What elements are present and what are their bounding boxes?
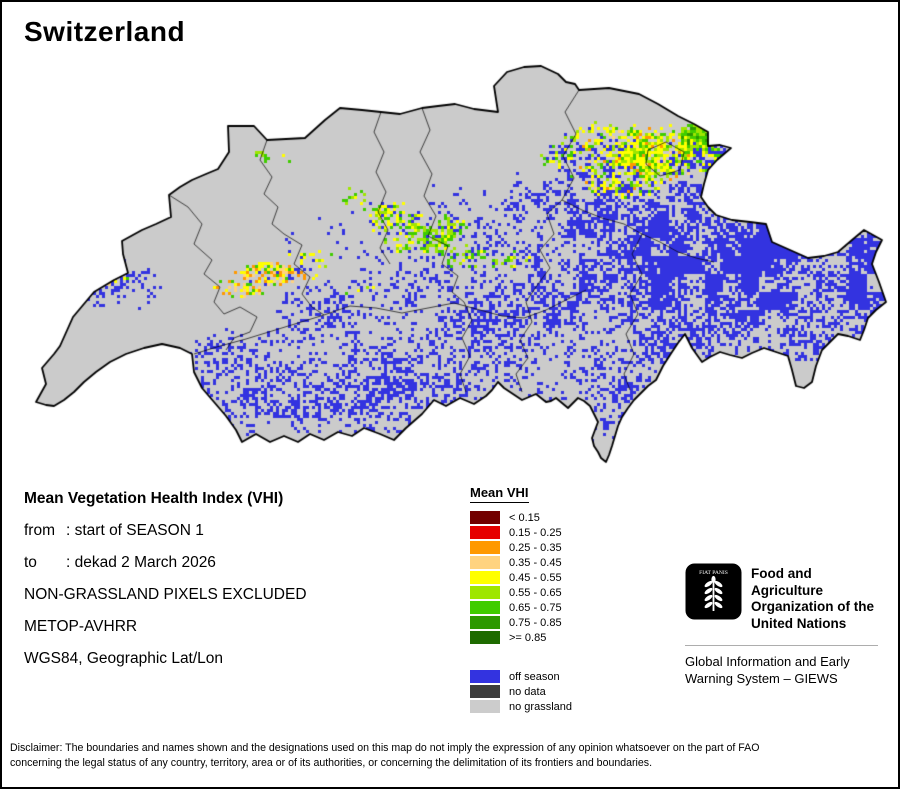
- legend-row: no data: [470, 685, 572, 698]
- giews-caption: Global Information and Early Warning Syst…: [685, 653, 878, 687]
- legend-row: >= 0.85: [470, 631, 572, 644]
- disclaimer-line: Disclaimer: The boundaries and names sho…: [10, 742, 760, 754]
- legend-swatch: [470, 586, 500, 599]
- legend-extra-rows: off season no data no grassland: [470, 670, 572, 713]
- legend-swatch: [470, 700, 500, 713]
- fao-org-line: United Nations: [751, 615, 847, 631]
- fao-motto: FIAT PANIS: [699, 570, 728, 576]
- giews-line: Global Information and Early: [685, 654, 850, 669]
- info-label: to: [24, 554, 37, 571]
- fao-org-line: Organization of the: [751, 599, 874, 614]
- legend-label: off season: [509, 670, 560, 683]
- legend-label: no data: [509, 685, 546, 698]
- legend-class-rows: < 0.15 0.15 - 0.25 0.25 - 0.35 0.35 - 0.45 0…: [470, 511, 572, 644]
- info-line: NON-GRASSLAND PIXELS EXCLUDED: [24, 586, 307, 603]
- legend-row: 0.75 - 0.85: [470, 616, 572, 629]
- info-row: from : start of SEASON 1: [24, 522, 307, 540]
- legend-label: 0.15 - 0.25: [509, 526, 562, 539]
- legend-row: 0.45 - 0.55: [470, 571, 572, 584]
- giews-line: Warning System – GIEWS: [685, 671, 838, 686]
- legend-swatch: [470, 541, 500, 554]
- fao-logo: FIAT PANIS: [685, 563, 742, 620]
- switzerland-vhi-map: [2, 2, 898, 482]
- legend-row: < 0.15: [470, 511, 572, 524]
- legend-swatch: [470, 601, 500, 614]
- fao-wheat-emblem: FIAT PANIS: [699, 570, 728, 611]
- legend-row: 0.15 - 0.25: [470, 526, 572, 539]
- legend-swatch: [470, 511, 500, 524]
- legend-label: 0.25 - 0.35: [509, 541, 562, 554]
- info-label: from: [24, 522, 55, 539]
- fao-org-name: Food and Agriculture Organization of the U…: [751, 563, 878, 632]
- legend-label: >= 0.85: [509, 631, 547, 644]
- legend-row: 0.25 - 0.35: [470, 541, 572, 554]
- fao-org-line: Food and Agriculture: [751, 566, 824, 598]
- legend-swatch: [470, 631, 500, 644]
- fao-block: FIAT PANIS Food and Agriculture Organizat…: [685, 563, 878, 687]
- legend-label: 0.45 - 0.55: [509, 571, 562, 584]
- disclaimer-line: concerning the legal status of any count…: [10, 757, 653, 769]
- legend-swatch: [470, 571, 500, 584]
- map-info-block: Mean Vegetation Health Index (VHI) from:…: [24, 490, 307, 682]
- legend-label: < 0.15: [509, 511, 540, 524]
- fao-logo-lockup: FIAT PANIS Food and Agriculture Organizat…: [685, 563, 878, 632]
- legend: Mean VHI < 0.15 0.15 - 0.25 0.25 - 0.35 0.3…: [470, 484, 572, 715]
- legend-swatch: [470, 670, 500, 683]
- legend-label: 0.35 - 0.45: [509, 556, 562, 569]
- info-line: METOP-AVHRR: [24, 618, 138, 635]
- legend-row: 0.65 - 0.75: [470, 601, 572, 614]
- info-value: : dekad 2 March 2026: [66, 554, 216, 571]
- legend-label: 0.55 - 0.65: [509, 586, 562, 599]
- legend-label: 0.75 - 0.85: [509, 616, 562, 629]
- legend-swatch: [470, 616, 500, 629]
- legend-label: no grassland: [509, 700, 572, 713]
- page-title: Switzerland: [24, 16, 186, 47]
- legend-row: off season: [470, 670, 572, 683]
- info-rows: from : start of SEASON 1 to : dekad 2 March…: [24, 522, 307, 668]
- legend-swatch: [470, 526, 500, 539]
- info-row: to : dekad 2 March 2026: [24, 554, 307, 572]
- info-heading: Mean Vegetation Health Index (VHI): [24, 490, 284, 507]
- legend-row: no grassland: [470, 700, 572, 713]
- info-line: WGS84, Geographic Lat/Lon: [24, 650, 224, 667]
- legend-row: 0.55 - 0.65: [470, 586, 572, 599]
- info-value: : start of SEASON 1: [66, 522, 204, 539]
- legend-swatch: [470, 556, 500, 569]
- divider-line: [685, 645, 878, 646]
- legend-swatch: [470, 685, 500, 698]
- legend-label: 0.65 - 0.75: [509, 601, 562, 614]
- disclaimer: Disclaimer: The boundaries and names sho…: [10, 741, 759, 771]
- legend-title: Mean VHI: [470, 485, 529, 503]
- legend-row: 0.35 - 0.45: [470, 556, 572, 569]
